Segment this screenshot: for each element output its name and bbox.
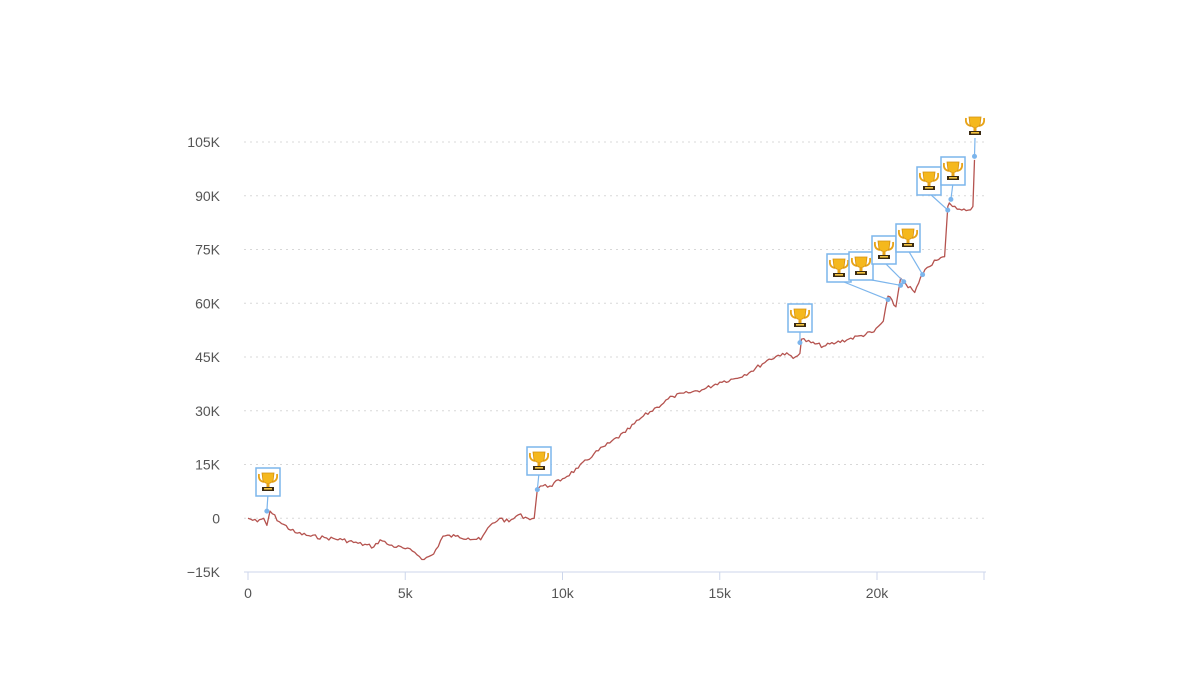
marker-point <box>972 154 977 159</box>
x-tick-label: 5k <box>398 585 414 601</box>
y-tick-label: 45K <box>195 349 221 365</box>
marker-point <box>886 297 891 302</box>
trophy-marker[interactable] <box>941 157 965 202</box>
trophy-icon <box>966 117 984 135</box>
marker-point <box>920 272 925 277</box>
y-tick-label: 105K <box>187 134 220 150</box>
x-tick-label: 15k <box>708 585 732 601</box>
series-line <box>248 160 975 560</box>
marker-point <box>901 279 906 284</box>
marker-point <box>264 509 269 514</box>
marker-point <box>948 197 953 202</box>
y-tick-label: 75K <box>195 242 221 258</box>
y-tick-label: 15K <box>195 457 221 473</box>
trophy-marker[interactable] <box>896 224 925 277</box>
y-tick-label: 60K <box>195 295 221 311</box>
marker-connector <box>974 138 975 156</box>
trophy-markers <box>256 117 984 514</box>
x-tick-label: 20k <box>866 585 890 601</box>
trophy-marker[interactable] <box>966 117 984 159</box>
trophy-marker[interactable] <box>788 304 812 345</box>
y-tick-label: 90K <box>195 188 221 204</box>
marker-point <box>535 487 540 492</box>
axes: −15K 0 15K 30K 45K 60K 75K 90K 105K 0 5k 10k 15k 20k <box>187 134 986 601</box>
trophy-marker[interactable] <box>527 447 551 492</box>
trophy-marker[interactable] <box>256 468 280 514</box>
marker-point <box>797 340 802 345</box>
marker-point <box>945 208 950 213</box>
y-tick-label: −15K <box>187 564 221 580</box>
marker-connector <box>908 250 923 275</box>
series <box>248 160 975 560</box>
marker-connector <box>839 280 888 300</box>
y-tick-label: 30K <box>195 403 221 419</box>
gridlines <box>244 142 984 518</box>
y-tick-label: 0 <box>212 510 220 526</box>
marker-connector <box>884 262 904 282</box>
x-tick-label: 0 <box>244 585 252 601</box>
x-tick-label: 10k <box>551 585 575 601</box>
